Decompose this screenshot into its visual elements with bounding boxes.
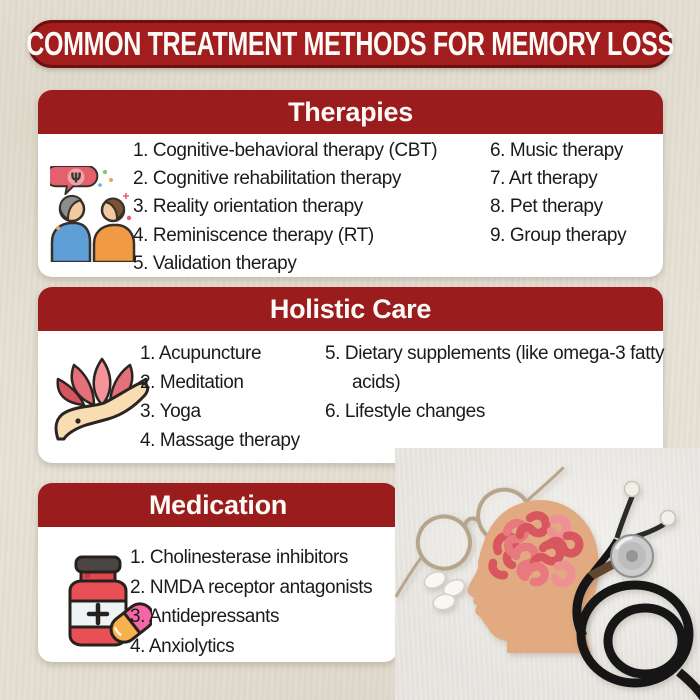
list-item: 7. Art therapy	[490, 168, 598, 190]
list-item: 4. Massage therapy	[140, 430, 300, 451]
list-item: 2. NMDA receptor antagonists	[130, 576, 373, 598]
list-item: 1. Acupuncture	[140, 343, 262, 364]
list-item: 3. Antidepressants	[130, 606, 280, 627]
list-item: 8. Pet therapy	[490, 196, 603, 218]
lotus-in-hand-icon	[52, 357, 152, 441]
holistic-header: Holistic Care	[38, 287, 663, 331]
list-item: 9. Group therapy	[490, 224, 627, 246]
list-item: 5. Dietary supplements (like omega-3 fat…	[325, 343, 665, 393]
stethoscope-icon	[572, 480, 700, 700]
counseling-conversation-icon: Ψ	[44, 165, 136, 264]
therapies-header: Therapies	[38, 90, 663, 134]
list-item: 2. Cognitive rehabilitation therapy	[133, 168, 402, 190]
title-banner: COMMON TREATMENT METHODS FOR MEMORY LOSS	[26, 20, 674, 68]
list-item: 6. Lifestyle changes	[325, 401, 485, 422]
decorative-photo	[395, 448, 700, 700]
holistic-list-col1: 1. Acupuncture 2. Meditation 3. Yoga 4. …	[140, 339, 300, 455]
list-item: 6. Music therapy	[490, 140, 623, 161]
list-item: 4. Anxiolytics	[130, 635, 235, 657]
pills-icon	[423, 571, 466, 611]
list-item: 5. Validation therapy	[133, 252, 297, 274]
list-item: 1. Cognitive-behavioral therapy (CBT)	[133, 140, 438, 161]
therapies-list-col2: 6. Music therapy 7. Art therapy 8. Pet t…	[490, 137, 627, 250]
therapies-list-col1: 1. Cognitive-behavioral therapy (CBT) 2.…	[133, 137, 438, 278]
list-item: 4. Reminiscence therapy (RT)	[133, 224, 374, 246]
holistic-list-col2: 5. Dietary supplements (like omega-3 fat…	[325, 339, 665, 426]
medication-header: Medication	[38, 483, 398, 527]
holistic-title: Holistic Care	[269, 293, 432, 324]
section-card-therapies: Therapies Ψ 1. Cognitive-behavioral ther…	[38, 90, 663, 277]
list-item: 3. Reality orientation therapy	[133, 196, 363, 218]
medication-title: Medication	[148, 489, 287, 520]
therapies-title: Therapies	[288, 96, 413, 127]
medicine-bottle-capsule-icon	[52, 555, 155, 647]
medication-list: 1. Cholinesterase inhibitors 2. NMDA rec…	[130, 543, 373, 661]
list-item: 3. Yoga	[140, 401, 201, 422]
list-item: 2. Meditation	[140, 372, 244, 393]
section-card-medication: Medication 1. Cholinesterase inhibitors …	[38, 483, 398, 662]
list-item: 1. Cholinesterase inhibitors	[130, 547, 348, 568]
page-title: COMMON TREATMENT METHODS FOR MEMORY LOSS	[26, 24, 674, 63]
svg-text:Ψ: Ψ	[70, 172, 81, 187]
section-card-holistic-care: Holistic Care 1. Acupuncture 2. Meditati…	[38, 287, 665, 463]
brain-icon	[488, 511, 584, 588]
